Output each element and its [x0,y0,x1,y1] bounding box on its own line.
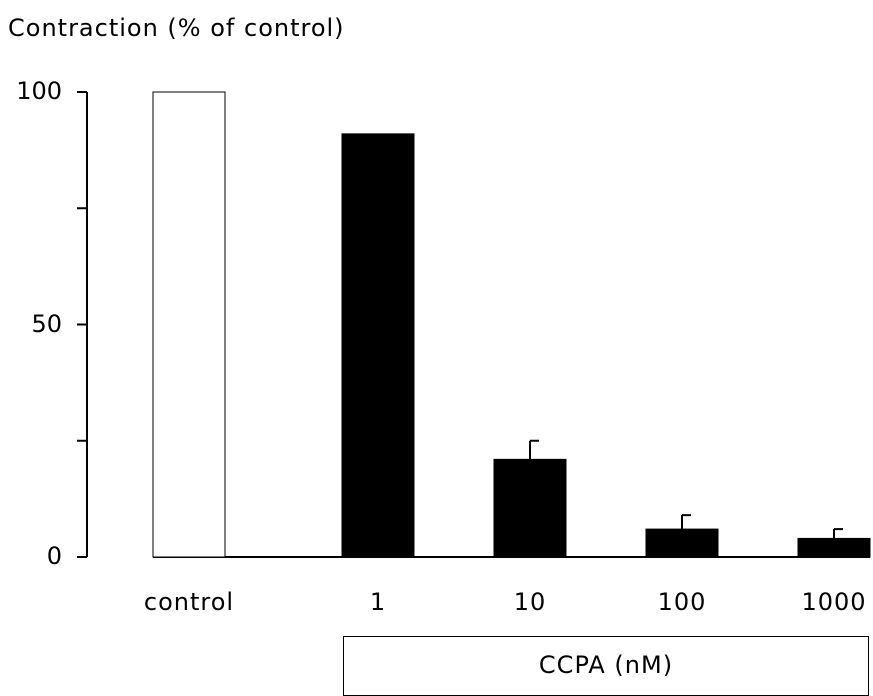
x-tick-label-1: 1 [369,588,387,616]
ccpa-group-label: CCPA (nM) [538,651,674,679]
x-tick-label-10: 10 [513,588,547,616]
bar-1000 [797,537,871,558]
bar-100 [645,528,719,558]
x-tick-label-100: 100 [657,588,707,616]
y-axis-label: Contraction (% of control) [8,14,345,42]
bar-1 [341,133,415,558]
x-tick-label-1000: 1000 [801,588,867,616]
y-tick-label-100: 100 [16,77,62,105]
bar-control [152,91,226,558]
y-tick-label-50: 50 [31,309,62,338]
ccpa-group-box: CCPA (nM) [343,636,869,696]
x-tick-label-control: control [143,588,235,616]
bar-10 [493,458,567,558]
y-tick-label-0: 0 [46,542,62,570]
